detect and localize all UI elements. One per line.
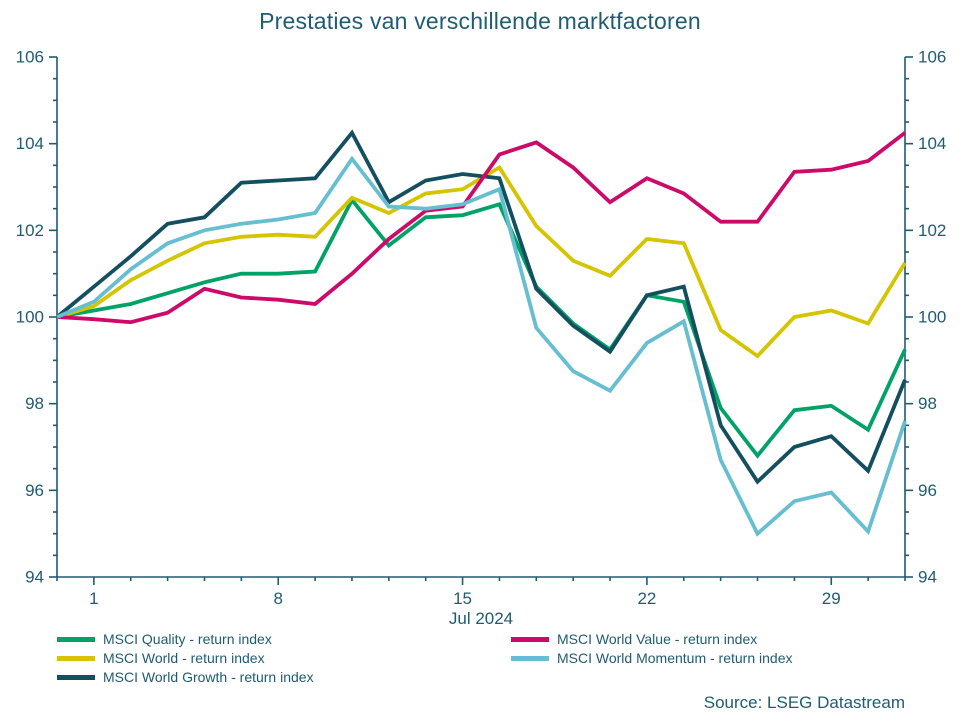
- source-credit: Source: LSEG Datastream: [703, 693, 905, 712]
- legend-swatch-msci-world-value: [511, 637, 549, 642]
- legend-swatch-msci-world-growth: [57, 675, 95, 680]
- legend: MSCI Quality - return index MSCI World - …: [57, 630, 905, 688]
- y-tick-label-left: 106: [16, 48, 44, 67]
- y-tick-label-right: 100: [918, 308, 946, 327]
- axes: [56, 57, 906, 578]
- legend-label-msci-world: MSCI World - return index: [103, 650, 265, 666]
- x-tick-label: 8: [273, 589, 282, 608]
- chart-title: Prestaties van verschillende marktfactor…: [259, 8, 701, 34]
- y-tick-label-left: 94: [25, 568, 44, 587]
- y-tick-label-right: 106: [918, 48, 946, 67]
- x-tick-label: 1: [89, 589, 98, 608]
- legend-item-msci-world-growth: MSCI World Growth - return index: [57, 668, 314, 687]
- series-line-msci-world-growth: [55, 129, 907, 485]
- x-axis-title: Jul 2024: [449, 609, 513, 628]
- y-tick-label-left: 104: [16, 134, 44, 153]
- legend-item-msci-world: MSCI World - return index: [57, 649, 314, 668]
- x-tick-label: 22: [637, 589, 656, 608]
- y-tick-label-left: 96: [25, 481, 44, 500]
- x-tick-label: 29: [822, 589, 841, 608]
- series-line-msci-world-value: [56, 131, 907, 325]
- y-tick-label-left: 100: [16, 308, 44, 327]
- x-tick-label: 15: [453, 589, 472, 608]
- legend-swatch-msci-world-momentum: [511, 656, 549, 661]
- legend-item-msci-world-momentum: MSCI World Momentum - return index: [511, 649, 792, 668]
- y-tick-label-right: 96: [918, 481, 937, 500]
- y-tick-label-left: 102: [16, 221, 44, 240]
- y-tick-label-right: 102: [918, 221, 946, 240]
- legend-label-msci-world-momentum: MSCI World Momentum - return index: [557, 650, 793, 666]
- legend-label-msci-world-value: MSCI World Value - return index: [557, 631, 758, 647]
- series-line-msci-world-momentum: [56, 155, 907, 537]
- legend-label-msci-world-growth: MSCI World Growth - return index: [103, 669, 314, 685]
- y-tick-label-right: 94: [918, 568, 937, 587]
- y-tick-label-right: 104: [918, 134, 946, 153]
- y-tick-label-left: 98: [25, 394, 44, 413]
- series-line-msci-quality: [56, 196, 907, 459]
- legend-item-msci-world-value: MSCI World Value - return index: [511, 630, 792, 649]
- y-tick-label-right: 98: [918, 394, 937, 413]
- legend-col-2: MSCI World Value - return index MSCI Worl…: [511, 630, 792, 668]
- legend-item-msci-quality: MSCI Quality - return index: [57, 630, 314, 649]
- legend-label-msci-quality: MSCI Quality - return index: [103, 631, 272, 647]
- legend-col-1: MSCI Quality - return index MSCI World - …: [57, 630, 314, 687]
- legend-swatch-msci-quality: [57, 637, 95, 642]
- legend-swatch-msci-world: [57, 656, 95, 661]
